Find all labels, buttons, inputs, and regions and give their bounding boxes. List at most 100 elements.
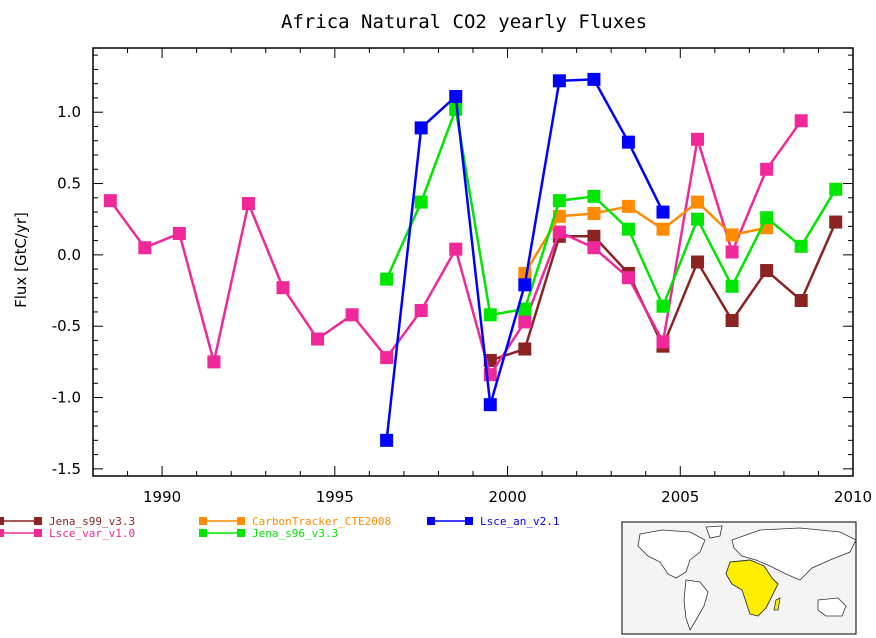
data-point <box>691 195 705 209</box>
legend-label: Jena_s99_v3.3 <box>49 515 135 528</box>
y-tick-label: 0.5 <box>57 175 81 193</box>
eurasia-shape <box>731 527 857 581</box>
y-tick-label: 1.0 <box>57 103 81 121</box>
legend-marker <box>0 529 4 537</box>
data-point <box>518 278 532 292</box>
data-point <box>276 281 290 295</box>
data-point <box>449 90 463 104</box>
data-point <box>656 299 670 313</box>
data-point <box>552 194 566 208</box>
data-point <box>380 272 394 286</box>
legend-marker <box>0 517 4 525</box>
data-point <box>725 228 739 242</box>
data-point <box>103 194 117 208</box>
data-point <box>621 222 635 236</box>
y-tick-label: -1.0 <box>52 389 81 407</box>
legend-label: Lsce_an_v2.1 <box>480 515 559 528</box>
data-point <box>621 135 635 149</box>
data-point <box>691 132 705 146</box>
data-point <box>760 162 774 176</box>
data-point <box>172 226 186 240</box>
legend-marker <box>199 517 207 525</box>
legend-item: Lsce_var_v1.0 <box>0 527 135 540</box>
north-america-shape <box>637 529 706 579</box>
legend-marker <box>34 517 42 525</box>
legend-item: Lsce_an_v2.1 <box>427 515 559 528</box>
legend-label: Lsce_var_v1.0 <box>49 527 135 540</box>
series-Lsce_var_v1.0 <box>103 114 808 382</box>
axis-ticks: 1990 1995 2000 2005 2010 -1.5 -1.0 -0.5 0.0 0.5 1.… <box>52 48 872 506</box>
africa-shape <box>725 559 779 617</box>
data-point <box>587 72 601 86</box>
legend-marker <box>237 529 245 537</box>
data-point <box>691 255 705 269</box>
legend-label: Jena_s96_v3.3 <box>252 527 338 540</box>
data-point <box>760 264 774 278</box>
data-point <box>587 206 601 220</box>
data-point <box>345 308 359 322</box>
data-point <box>552 74 566 88</box>
x-tick-label: 1990 <box>143 488 181 506</box>
data-point <box>829 215 843 229</box>
data-point <box>449 242 463 256</box>
legend-marker <box>465 517 473 525</box>
data-point <box>241 197 255 211</box>
x-tick-label: 1995 <box>316 488 354 506</box>
data-point <box>656 335 670 349</box>
data-point <box>725 313 739 327</box>
legend-marker <box>199 529 207 537</box>
data-point <box>518 315 532 329</box>
data-point <box>518 342 532 356</box>
data-point <box>380 433 394 447</box>
data-point <box>207 355 221 369</box>
series-line <box>385 78 665 441</box>
legend-marker <box>34 529 42 537</box>
data-point <box>656 205 670 219</box>
africa-locator-map <box>621 521 857 635</box>
legend-marker <box>427 517 435 525</box>
data-point <box>587 241 601 255</box>
data-point <box>138 241 152 255</box>
data-point <box>794 114 808 128</box>
data-point <box>414 195 428 209</box>
data-point <box>311 332 325 346</box>
legend-marker <box>237 517 245 525</box>
x-tick-label: 2010 <box>834 488 872 506</box>
legend-item: Jena_s99_v3.3 <box>0 515 135 528</box>
data-point <box>380 351 394 365</box>
data-point <box>656 222 670 236</box>
legend-item: Jena_s96_v3.3 <box>199 527 338 540</box>
data-point <box>552 225 566 239</box>
madagascar-shape <box>773 597 781 611</box>
plot-frame <box>92 47 854 477</box>
data-point <box>794 239 808 253</box>
series-Jena_s96_v3.3 <box>380 102 843 322</box>
data-point <box>587 229 601 243</box>
data-point <box>449 102 463 116</box>
data-point <box>725 245 739 259</box>
data-point <box>483 308 497 322</box>
data-point <box>414 304 428 318</box>
x-tick-label: 2005 <box>661 488 699 506</box>
legend-item: CarbonTracker_CTE2008 <box>199 515 391 528</box>
australia-shape <box>817 597 847 617</box>
south-america-shape <box>683 579 709 631</box>
data-point <box>414 121 428 135</box>
data-point <box>518 302 532 316</box>
y-tick-label: -0.5 <box>52 317 81 335</box>
series-layer <box>103 72 843 447</box>
y-tick-label: 0.0 <box>57 246 81 264</box>
data-point <box>621 271 635 285</box>
series-CarbonTracker_CTE2008 <box>518 195 774 280</box>
y-axis-label: Flux [GtC/yr] <box>12 212 30 308</box>
data-point <box>725 279 739 293</box>
x-tick-label: 2000 <box>488 488 526 506</box>
data-point <box>621 199 635 213</box>
greenland-shape <box>705 525 723 539</box>
legend-label: CarbonTracker_CTE2008 <box>252 515 391 528</box>
data-point <box>691 212 705 226</box>
data-point <box>587 189 601 203</box>
data-point <box>483 398 497 412</box>
